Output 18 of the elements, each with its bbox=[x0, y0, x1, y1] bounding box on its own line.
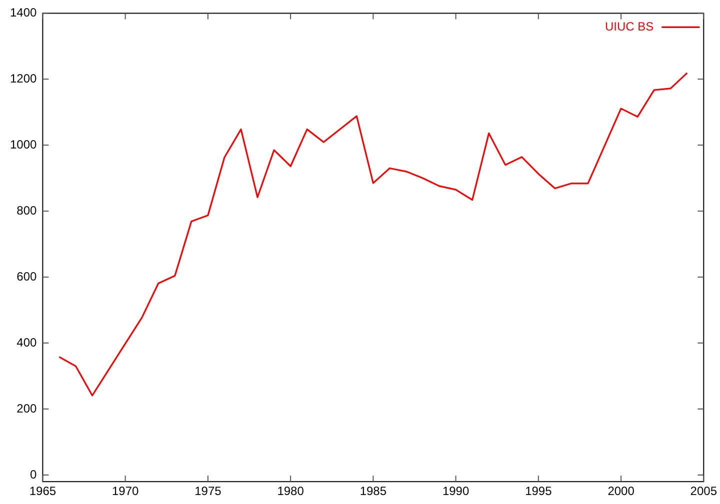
y-tick-label: 400 bbox=[16, 335, 38, 350]
y-tick-label: 1400 bbox=[10, 6, 38, 20]
y-tick-label: 200 bbox=[16, 401, 38, 416]
x-tick-label: 1990 bbox=[442, 484, 470, 498]
y-tick-label: 1000 bbox=[10, 137, 38, 152]
x-tick-label: 1995 bbox=[525, 484, 552, 498]
legend-label: UIUC BS bbox=[604, 20, 654, 34]
y-tick-label: 0 bbox=[30, 467, 38, 482]
y-tick-label: 600 bbox=[16, 269, 38, 284]
x-tick-label: 1970 bbox=[112, 484, 139, 498]
y-tick-label: 800 bbox=[16, 203, 38, 218]
y-tick-label: 1200 bbox=[10, 71, 38, 86]
x-tick-label: 2000 bbox=[608, 484, 635, 498]
x-tick-label: 1965 bbox=[29, 484, 56, 498]
x-tick-label: 2005 bbox=[690, 484, 718, 498]
x-tick-label: 1975 bbox=[194, 484, 222, 498]
x-tick-label: 1980 bbox=[277, 484, 304, 498]
x-tick-label: 1985 bbox=[360, 484, 387, 498]
